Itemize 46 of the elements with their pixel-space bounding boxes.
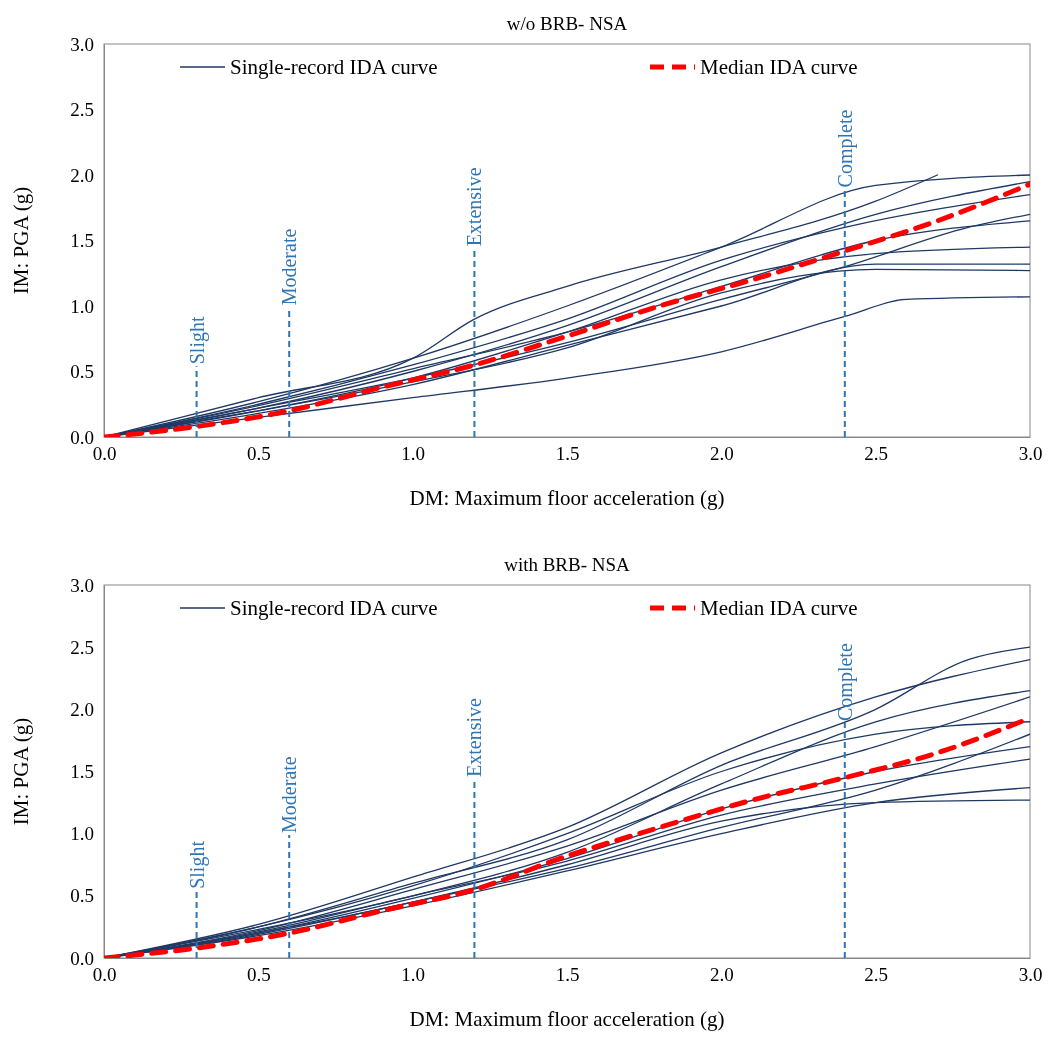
legend-label: Median IDA curve <box>700 596 858 620</box>
x-tick-label: 2.0 <box>709 443 734 465</box>
legend-label: Median IDA curve <box>700 55 858 79</box>
y-tick-label: 2.5 <box>70 99 94 121</box>
x-tick-label: 2.5 <box>864 964 889 986</box>
y-tick-label: 3.0 <box>70 574 94 596</box>
x-axis-title: DM: Maximum floor acceleration (g) <box>409 1007 725 1031</box>
y-tick-label: 2.0 <box>70 164 94 186</box>
x-tick-label: 0.0 <box>92 964 117 986</box>
y-tick-label: 1.0 <box>70 823 94 845</box>
y-tick-label: 0.5 <box>70 361 94 383</box>
x-tick-label: 0.0 <box>92 443 117 465</box>
chart-title: with BRB- NSA <box>504 554 631 575</box>
legend-label: Single-record IDA curve <box>230 596 438 620</box>
ref-line-label: Slight <box>185 316 209 365</box>
x-tick-label: 2.5 <box>864 443 889 465</box>
y-axis-title: IM: PGA (g) <box>9 186 33 295</box>
y-tick-label: 1.0 <box>70 295 94 317</box>
y-tick-label: 3.0 <box>70 33 94 55</box>
ref-line-label: Extensive <box>463 167 486 247</box>
x-tick-label: 1.0 <box>401 964 426 986</box>
y-axis-title: IM: PGA (g) <box>9 717 33 826</box>
y-tick-label: 0.0 <box>70 947 94 969</box>
y-tick-label: 0.0 <box>70 426 94 448</box>
x-axis-title: DM: Maximum floor acceleration (g) <box>409 486 725 510</box>
chart-title: w/o BRB- NSA <box>506 13 628 34</box>
x-tick-label: 0.5 <box>246 964 271 986</box>
ref-line-label: Slight <box>185 840 209 889</box>
y-tick-label: 2.5 <box>70 636 94 658</box>
x-tick-label: 1.0 <box>401 443 426 465</box>
x-tick-label: 1.5 <box>555 443 580 465</box>
y-tick-label: 1.5 <box>70 230 94 252</box>
x-tick-label: 2.0 <box>709 964 734 986</box>
y-tick-label: 2.0 <box>70 698 94 720</box>
x-tick-label: 0.5 <box>246 443 271 465</box>
ref-line-label: Moderate <box>278 228 301 306</box>
x-tick-label: 3.0 <box>1018 964 1043 986</box>
ref-line-label: Moderate <box>278 756 301 833</box>
ref-line-label: Complete <box>833 109 857 188</box>
ref-line-label: Complete <box>833 643 857 722</box>
legend-label: Single-record IDA curve <box>230 55 438 79</box>
x-tick-label: 1.5 <box>555 964 580 986</box>
y-tick-label: 1.5 <box>70 761 94 783</box>
ref-line-label: Extensive <box>463 697 486 777</box>
y-tick-label: 0.5 <box>70 885 94 907</box>
x-tick-label: 3.0 <box>1018 443 1043 465</box>
